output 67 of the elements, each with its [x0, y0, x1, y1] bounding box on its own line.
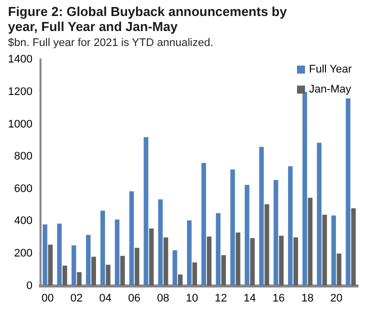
- bar: [91, 256, 96, 286]
- bar: [129, 191, 134, 286]
- bar: [316, 142, 322, 286]
- y-tick-label: 800: [14, 150, 32, 163]
- bar: [72, 245, 76, 286]
- bar: [264, 204, 270, 286]
- bar: [134, 248, 140, 286]
- bar: [221, 255, 226, 286]
- x-tick-label: 10: [186, 292, 198, 304]
- x-tick-label: 12: [214, 292, 228, 304]
- x-tick-label: 14: [244, 292, 256, 304]
- bar: [164, 237, 168, 286]
- y-tick-label: 1000: [8, 118, 32, 130]
- x-tick-label: 18: [301, 292, 314, 304]
- bar: [100, 210, 106, 286]
- bar: [120, 256, 125, 286]
- bar: [279, 236, 284, 286]
- x-tick-label: 02: [70, 292, 83, 304]
- bar: [288, 166, 293, 286]
- bar: [346, 98, 350, 286]
- x-tick-label: 04: [99, 292, 112, 304]
- bar: [293, 237, 298, 286]
- bar: [76, 272, 82, 286]
- bar: [259, 146, 264, 286]
- bar: [201, 163, 206, 286]
- bar: [187, 220, 192, 286]
- bar: [144, 137, 148, 286]
- legend-label: Jan-May: [308, 84, 352, 96]
- bar: [206, 236, 212, 286]
- bar: [244, 184, 250, 286]
- x-tick-label: 16: [272, 292, 285, 304]
- bar: [48, 244, 53, 286]
- bar: [336, 253, 342, 286]
- bar: [158, 199, 163, 286]
- bar: [172, 250, 178, 286]
- x-tick-label: 06: [128, 292, 140, 304]
- y-tick-label: 1200: [8, 86, 32, 98]
- x-tick-label: 08: [157, 292, 170, 304]
- y-tick-label: 1400: [8, 54, 32, 66]
- bar: [331, 216, 336, 286]
- chart-title: Figure 2: Global Buyback announcements by year, Full Year and Jan-May: [7, 3, 288, 34]
- bar: [274, 180, 278, 286]
- bar: [302, 92, 308, 286]
- bar: [216, 213, 220, 286]
- bar: [236, 232, 240, 286]
- bar: [114, 220, 120, 286]
- y-tick-label: 0: [26, 280, 32, 292]
- bar: [149, 228, 154, 286]
- legend-label: Full Year: [308, 64, 352, 76]
- bar: [178, 274, 183, 286]
- bar: [62, 266, 68, 286]
- bar: [351, 208, 356, 286]
- x-tick-label: 20: [330, 292, 342, 304]
- y-tick-label: 600: [14, 182, 32, 195]
- bar: [57, 224, 62, 286]
- bar: [308, 198, 312, 286]
- bar: [322, 214, 327, 286]
- bar: [250, 238, 255, 286]
- chart-subtitle: $bn. Full year for 2021 is YTD annualized.: [7, 36, 214, 49]
- y-tick-label: 200: [14, 248, 32, 260]
- bar: [192, 262, 198, 286]
- bar: [86, 234, 91, 286]
- x-tick-label: 00: [42, 292, 54, 304]
- y-tick-label: 400: [14, 215, 32, 228]
- bar: [230, 169, 235, 286]
- bar: [106, 264, 110, 286]
- bar: [42, 224, 48, 286]
